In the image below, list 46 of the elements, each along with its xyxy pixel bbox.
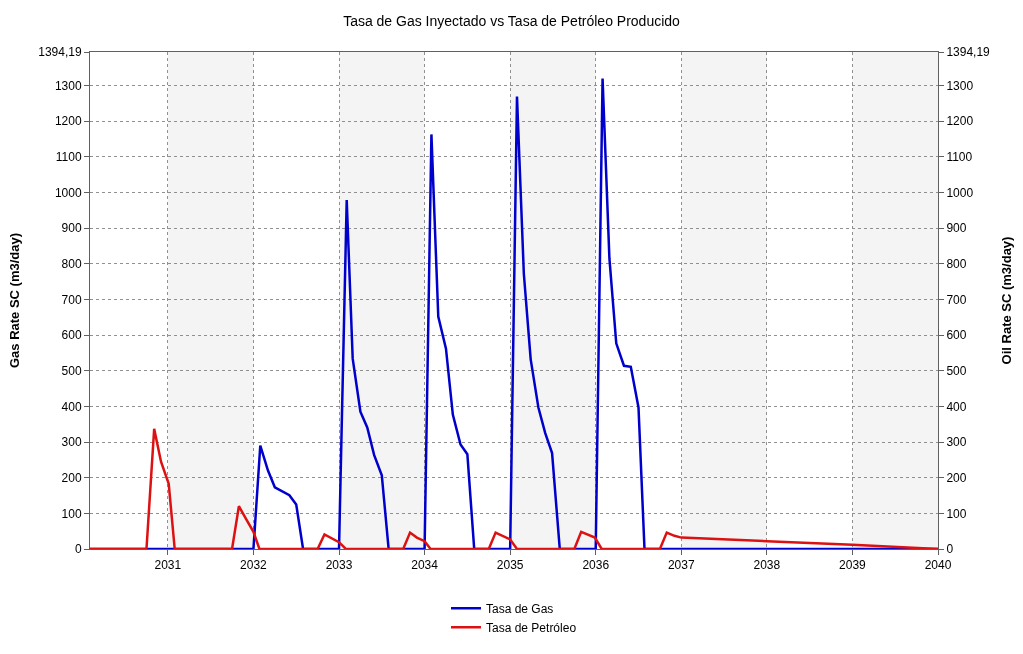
y-tick-label: 0	[74, 542, 82, 557]
y-axis-title: Gas Rate SC (m3/day)	[7, 232, 23, 369]
y2-tick-label: 400	[946, 399, 967, 414]
y2-tick-label: 200	[946, 470, 967, 485]
y2-tick-label: 600	[946, 328, 967, 343]
y-tick-label: 400	[61, 399, 82, 414]
y-tick-label: 900	[61, 221, 82, 236]
y-tick-label: 1394,19	[38, 45, 82, 60]
line-series	[90, 427, 938, 549]
y-tick-label: 300	[61, 435, 82, 450]
x-tick-label: 2039	[839, 558, 867, 573]
y2-tick-label: 1000	[946, 185, 974, 200]
chart-title: Tasa de Gas Inyectado vs Tasa de Petróleo Producido	[343, 13, 681, 30]
y-tick-label: 1000	[54, 185, 82, 200]
x-tick-label: 2040	[924, 558, 952, 573]
y2-tick-label: 800	[946, 257, 967, 272]
y-tick-label: 200	[61, 470, 82, 485]
x-tick-label: 2033	[325, 558, 353, 573]
y-tick-label: 500	[61, 363, 82, 378]
y2-tick-label: 700	[946, 292, 967, 307]
y2-tick-label: 0	[946, 542, 954, 557]
y2-tick-label: 1200	[946, 114, 974, 129]
legend-label: Tasa de Petróleo	[486, 620, 577, 635]
y2-tick-label: 300	[946, 435, 967, 450]
x-tick-label: 2038	[753, 558, 781, 573]
x-tick-label: 2035	[496, 558, 524, 573]
y2-axis-title: Oil Rate SC (m3/day)	[998, 236, 1014, 365]
y-tick-label: 1200	[54, 114, 82, 129]
y2-tick-label: 1300	[946, 78, 974, 93]
y2-tick-label: 500	[946, 363, 967, 378]
y-tick-label: 100	[61, 506, 82, 521]
y2-tick-label: 100	[946, 506, 967, 521]
y-tick-label: 700	[61, 292, 82, 307]
legend-label: Tasa de Gas	[486, 601, 554, 616]
x-tick-label: 2034	[411, 558, 439, 573]
y2-tick-label: 1394,19	[946, 45, 991, 60]
x-tick-label: 2037	[667, 558, 695, 573]
y-tick-label: 800	[61, 257, 82, 272]
y-tick-label: 600	[61, 328, 82, 343]
y-tick-label: 1300	[54, 78, 82, 93]
y2-tick-label: 1100	[946, 150, 973, 165]
y-tick-label: 1100	[55, 150, 82, 165]
x-tick-label: 2036	[582, 558, 610, 573]
x-tick-label: 2032	[240, 558, 268, 573]
y2-tick-label: 900	[946, 221, 967, 236]
x-tick-label: 2031	[154, 558, 182, 573]
